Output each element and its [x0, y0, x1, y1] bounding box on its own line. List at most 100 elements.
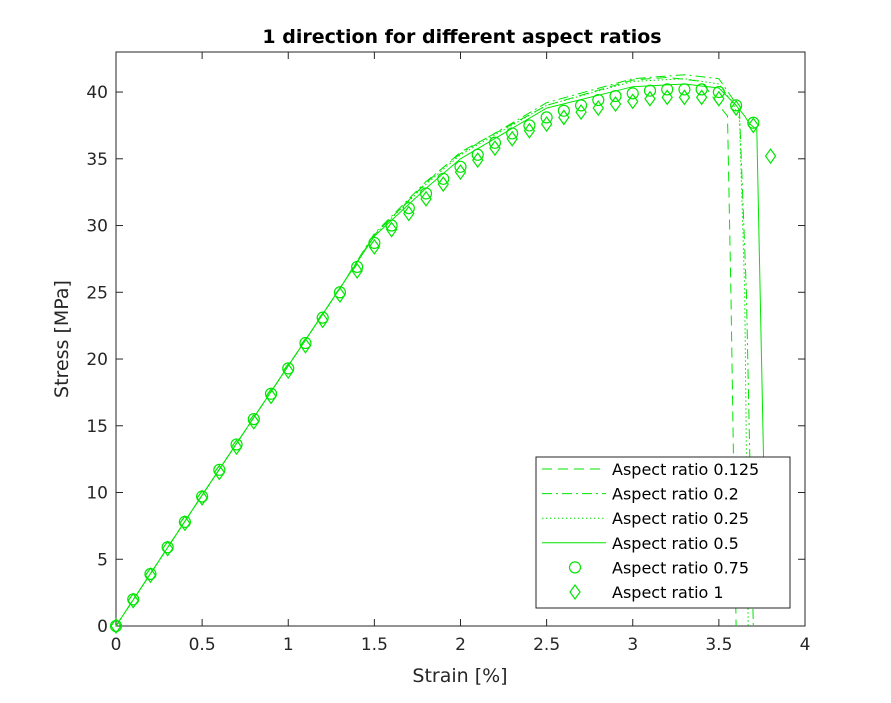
data-point — [127, 592, 139, 609]
x-tick-label: 4 — [800, 635, 811, 655]
data-point — [592, 100, 605, 117]
series-3 — [115, 83, 765, 627]
data-point — [316, 312, 329, 329]
legend-entry-label: Aspect ratio 0.125 — [612, 460, 759, 479]
data-point — [557, 104, 570, 117]
data-point — [454, 164, 467, 181]
y-tick-label: 10 — [86, 484, 108, 504]
data-point — [506, 130, 518, 147]
legend-marker — [569, 583, 581, 601]
data-point — [196, 489, 208, 506]
data-point — [351, 260, 364, 274]
data-point — [368, 236, 381, 249]
data-point — [627, 93, 639, 110]
data-point — [403, 205, 415, 222]
data-point — [420, 190, 432, 207]
legend-box — [535, 456, 791, 609]
data-point — [437, 176, 450, 193]
y-tick-label: 25 — [86, 283, 108, 303]
data-point — [265, 388, 277, 405]
data-point — [248, 413, 260, 430]
data-point — [230, 438, 243, 451]
data-point — [282, 362, 295, 375]
legend-marker — [568, 561, 582, 574]
data-point — [213, 463, 226, 476]
data-point — [643, 84, 657, 97]
data-point — [333, 286, 347, 299]
data-point — [334, 286, 346, 303]
data-point — [574, 99, 588, 112]
data-point — [419, 187, 433, 200]
series-layer — [109, 74, 777, 635]
data-point — [489, 140, 501, 157]
data-point — [506, 127, 519, 140]
data-point — [678, 89, 691, 106]
y-tick-label: 40 — [86, 83, 108, 103]
x-tick-label: 1 — [283, 635, 294, 655]
data-point — [609, 89, 622, 103]
data-point — [282, 363, 294, 380]
x-tick-label: 0 — [111, 635, 122, 655]
y-tick-label: 20 — [86, 350, 108, 370]
data-point — [626, 87, 639, 100]
x-tick-label: 0.5 — [189, 635, 216, 655]
legend-entry-label: Aspect ratio 0.25 — [612, 509, 749, 528]
legend-entry-label: Aspect ratio 0.75 — [612, 558, 749, 577]
series-line — [115, 83, 765, 627]
data-point — [747, 116, 760, 129]
chart-title: 1 direction for different aspect ratios — [262, 26, 661, 48]
data-point — [558, 109, 570, 126]
data-point — [523, 122, 536, 139]
y-tick-label: 30 — [86, 217, 108, 237]
data-point — [385, 219, 398, 232]
data-point — [695, 89, 708, 106]
data-point — [402, 202, 415, 215]
legend-entry-label: Aspect ratio 0.5 — [612, 534, 739, 553]
data-point — [437, 172, 450, 185]
data-point — [264, 387, 278, 400]
data-point — [144, 567, 157, 584]
y-tick-label: 15 — [86, 417, 108, 437]
data-point — [609, 96, 622, 113]
data-point — [454, 160, 467, 173]
data-point — [695, 83, 708, 96]
data-point — [678, 83, 691, 96]
data-point — [299, 337, 312, 354]
data-point — [713, 90, 725, 107]
data-point — [385, 221, 398, 238]
data-point — [575, 104, 587, 121]
y-tick-label: 5 — [97, 550, 108, 570]
y-axis-label: Stress [MPa] — [51, 280, 73, 398]
data-point — [213, 464, 226, 481]
data-point — [230, 439, 243, 456]
x-tick-label: 1.5 — [361, 635, 388, 655]
data-point — [161, 540, 174, 557]
y-tick-label: 0 — [97, 617, 108, 637]
x-tick-label: 2 — [455, 635, 466, 655]
legend: Aspect ratio 0.125 Aspect ratio 0.2 Aspect… — [535, 456, 791, 609]
data-point — [299, 336, 312, 350]
data-point — [471, 152, 484, 169]
x-tick-label: 3.5 — [705, 635, 732, 655]
x-axis-label: Strain [%] — [412, 665, 507, 687]
data-point — [644, 90, 656, 107]
y-tick-label: 35 — [86, 150, 108, 170]
data-point — [351, 262, 363, 279]
x-tick-label: 2.5 — [533, 635, 560, 655]
data-point — [471, 148, 484, 161]
data-point — [316, 311, 329, 324]
data-point — [764, 148, 777, 165]
data-point — [592, 93, 605, 107]
data-point — [110, 617, 122, 635]
data-point — [747, 117, 760, 134]
data-point — [729, 99, 743, 112]
data-point — [661, 89, 673, 106]
series-5 — [110, 89, 777, 635]
data-point — [488, 136, 502, 149]
data-point — [540, 111, 553, 124]
legend-entry-label: Aspect ratio 0.2 — [612, 485, 739, 504]
legend-entry-label: Aspect ratio 1 — [612, 583, 724, 602]
data-point — [730, 100, 742, 117]
